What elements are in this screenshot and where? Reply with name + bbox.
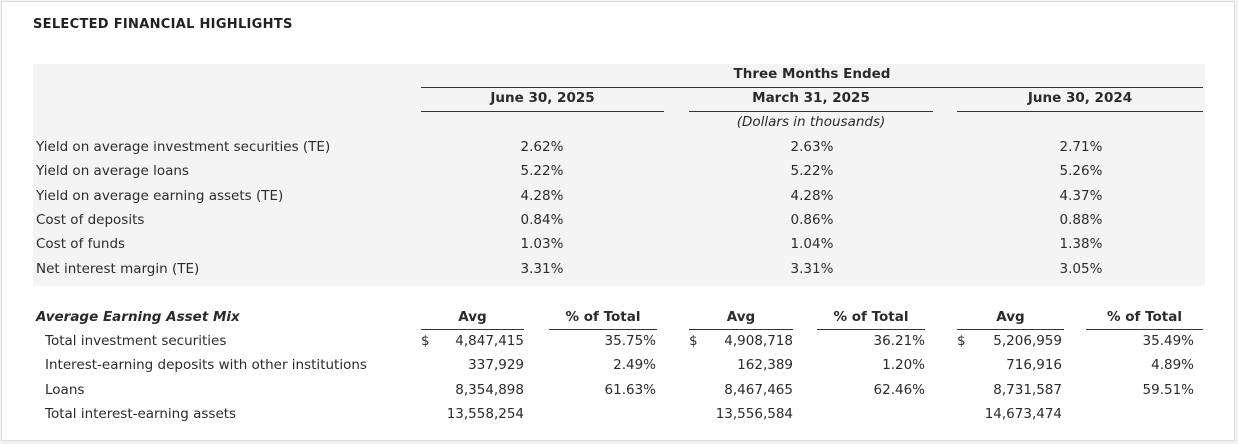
mix-pct-value: 36.21% — [873, 333, 925, 349]
pct-column-header: % of Total — [565, 309, 641, 325]
period-header-rule — [689, 111, 933, 112]
ratio-value: 4.37% — [1059, 187, 1103, 204]
mix-pct-value: 1.20% — [882, 357, 925, 374]
ratio-value: 5.22% — [520, 163, 564, 180]
mix-pct-value: 35.49% — [1142, 333, 1194, 349]
mix-avg-value: 13,558,254 — [446, 405, 524, 422]
ratio-label: Yield on average investment securities (… — [36, 139, 331, 155]
mix-pct-value: 35.75% — [604, 333, 656, 349]
pct-column-rule — [1086, 329, 1203, 330]
ratio-value: 0.86% — [790, 211, 834, 228]
mix-avg-value: 13,556,584 — [715, 405, 793, 422]
pct-column-rule — [817, 329, 925, 330]
mix-avg-value: 4,908,718 — [724, 333, 793, 349]
currency-symbol: $ — [957, 333, 966, 349]
units-note: (Dollars in thousands) — [736, 114, 886, 130]
ratio-value: 2.62% — [520, 139, 564, 155]
section-title: SELECTED FINANCIAL HIGHLIGHTS — [33, 17, 293, 32]
avg-column-header: Avg — [726, 309, 756, 325]
avg-column-rule — [689, 329, 793, 330]
pct-column-header: % of Total — [1107, 309, 1182, 325]
ratio-value: 4.28% — [520, 187, 564, 204]
mix-heading: Average Earning Asset Mix — [36, 309, 240, 325]
ratio-value: 1.38% — [1059, 236, 1103, 253]
mix-avg-value: 5,206,959 — [993, 333, 1062, 349]
ratio-label: Yield on average earning assets (TE) — [36, 187, 284, 204]
ratio-value: 5.26% — [1059, 163, 1103, 180]
mix-avg-value: 14,673,474 — [984, 405, 1062, 422]
mix-pct-value: 61.63% — [604, 381, 656, 398]
ratio-value: 2.63% — [790, 139, 834, 155]
pct-column-rule — [549, 329, 657, 330]
mix-pct-value: 2.49% — [613, 357, 656, 374]
period-header: June 30, 2024 — [1027, 90, 1133, 106]
period-header: June 30, 2025 — [490, 90, 595, 106]
period-header-rule — [421, 111, 664, 112]
currency-symbol: $ — [689, 333, 698, 349]
avg-column-rule — [957, 329, 1064, 330]
mix-avg-value: 162,389 — [737, 357, 793, 374]
ratio-value: 1.04% — [790, 236, 834, 253]
mix-row-label: Interest-earning deposits with other ins… — [45, 357, 367, 374]
ratio-label: Yield on average loans — [36, 163, 189, 180]
ratio-label: Net interest margin (TE) — [36, 260, 200, 277]
mix-avg-value: 8,731,587 — [993, 381, 1062, 398]
mix-row-label: Total investment securities — [45, 333, 227, 349]
mix-avg-value: 4,847,415 — [455, 333, 524, 349]
mix-row-label: Loans — [45, 381, 85, 398]
ratio-value: 0.88% — [1059, 211, 1103, 228]
group-header-rule — [421, 87, 1203, 88]
avg-column-header: Avg — [996, 309, 1025, 325]
mix-avg-value: 8,354,898 — [455, 381, 524, 398]
avg-column-header: Avg — [458, 309, 487, 325]
currency-symbol: $ — [421, 333, 430, 349]
ratio-value: 2.71% — [1059, 139, 1103, 155]
ratios-background — [33, 64, 1205, 286]
ratio-value: 5.22% — [790, 163, 834, 180]
avg-column-rule — [421, 329, 524, 330]
mix-row-label: Total interest-earning assets — [45, 405, 237, 422]
period-header: March 31, 2025 — [752, 90, 870, 106]
period-header-rule — [957, 111, 1203, 112]
ratio-value: 3.05% — [1059, 260, 1103, 277]
ratio-value: 3.31% — [520, 260, 564, 277]
mix-pct-value: 4.89% — [1151, 357, 1194, 374]
ratio-value: 0.84% — [520, 211, 564, 228]
ratio-value: 3.31% — [790, 260, 834, 277]
mix-avg-value: 8,467,465 — [724, 381, 793, 398]
mix-pct-value: 59.51% — [1142, 381, 1194, 398]
ratio-value: 4.28% — [790, 187, 834, 204]
pct-column-header: % of Total — [833, 309, 909, 325]
ratio-label: Cost of funds — [36, 236, 126, 253]
ratio-label: Cost of deposits — [36, 211, 145, 228]
group-header: Three Months Ended — [733, 66, 891, 82]
mix-avg-value: 337,929 — [468, 357, 524, 374]
mix-avg-value: 716,916 — [1006, 357, 1062, 374]
ratio-value: 1.03% — [520, 236, 564, 253]
mix-pct-value: 62.46% — [873, 381, 925, 398]
